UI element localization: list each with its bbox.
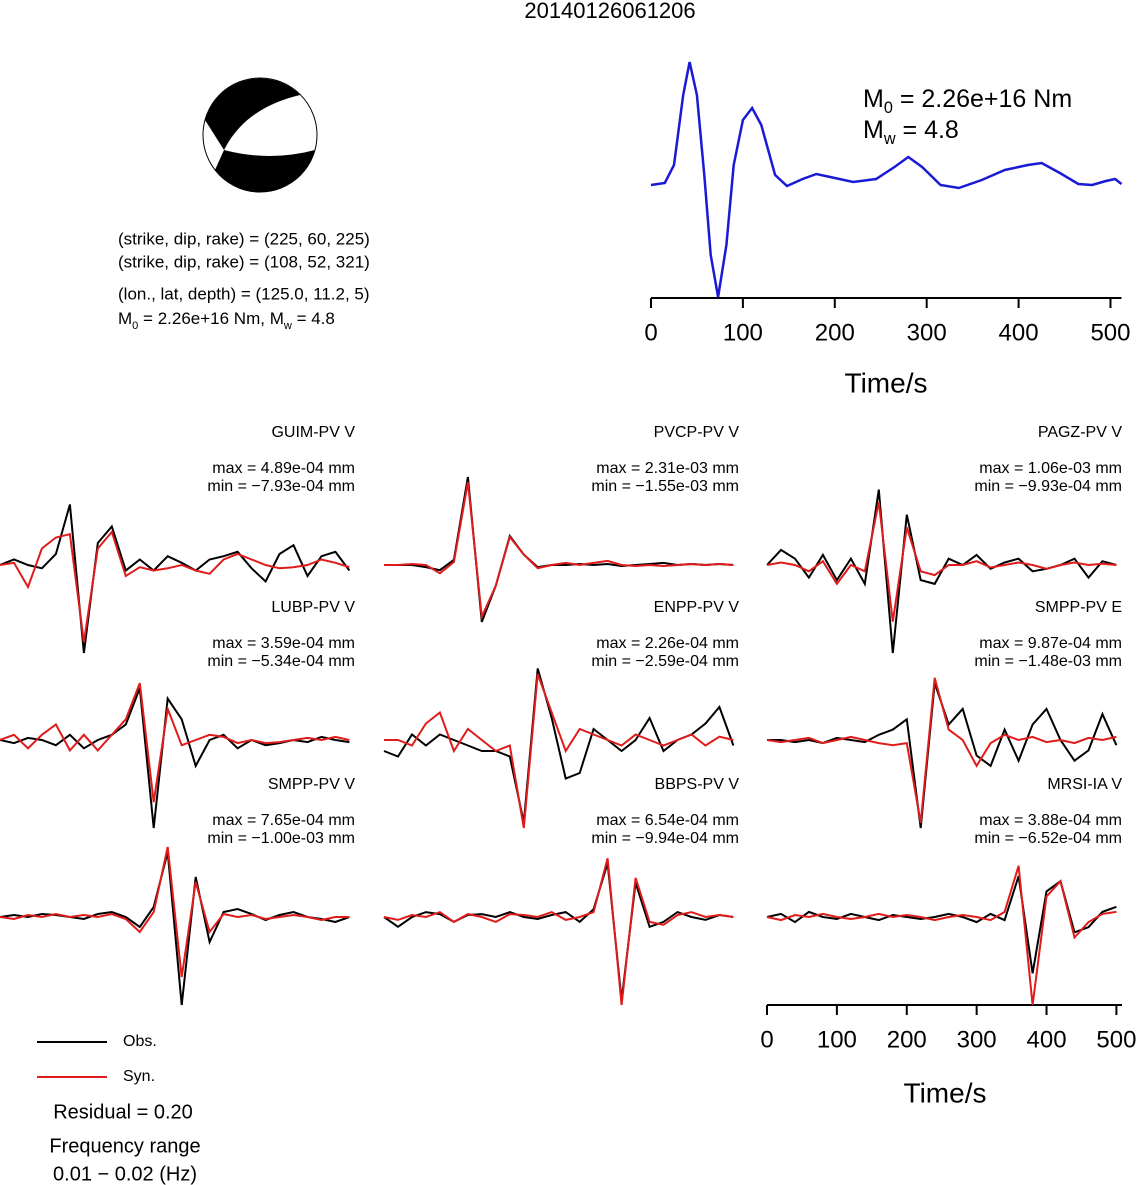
- max-amplitude: max = 7.65e-04 mm: [212, 812, 355, 829]
- x-tick-label: 100: [723, 319, 763, 346]
- x-tick-label: 400: [999, 319, 1039, 346]
- max-amplitude: max = 4.89e-04 mm: [212, 460, 355, 477]
- subscript: 0: [132, 320, 138, 332]
- observed-waveform: [383, 862, 734, 1001]
- x-tick-label: 200: [887, 1026, 927, 1053]
- location-line: (lon., lat, depth) = (125.0, 11.2, 5): [118, 284, 370, 303]
- station-name: GUIM-PV V: [271, 424, 355, 441]
- synthetic-waveform: [766, 677, 1117, 823]
- subscript: w: [283, 320, 292, 332]
- text-part: M: [863, 116, 884, 144]
- min-amplitude: min = −7.93e-04 mm: [207, 478, 355, 495]
- station-name: SMPP-PV V: [268, 776, 355, 793]
- source-time-function: [650, 61, 1123, 298]
- min-amplitude: min = −1.48e-03 mm: [974, 653, 1122, 670]
- station-name: ENPP-PV V: [654, 599, 740, 616]
- station-name: MRSI-IA V: [1047, 776, 1122, 793]
- observed-waveform: [766, 489, 1117, 654]
- synthetic-waveform: [766, 501, 1117, 622]
- subscript: w: [883, 130, 896, 148]
- station-name: LUBP-PV V: [271, 599, 355, 616]
- observed-waveform: [0, 851, 350, 1006]
- station-name: PAGZ-PV V: [1038, 424, 1122, 441]
- min-amplitude: min = −9.94e-04 mm: [591, 830, 739, 847]
- observed-waveform: [0, 504, 351, 654]
- legend-label: Syn.: [123, 1068, 155, 1085]
- frequency-range: 0.01 − 0.02 (Hz): [53, 1163, 197, 1185]
- x-tick-label: 500: [1090, 319, 1130, 346]
- synthetic-waveform: [766, 865, 1117, 1006]
- min-amplitude: min = −2.59e-04 mm: [591, 653, 739, 670]
- x-axis-label: Time/s: [904, 1077, 987, 1108]
- station-name: BBPS-PV V: [655, 776, 740, 793]
- max-amplitude: max = 9.87e-04 mm: [979, 635, 1122, 652]
- subscript: 0: [884, 99, 893, 117]
- min-amplitude: min = −1.55e-03 mm: [591, 478, 739, 495]
- compression-quadrant: [215, 150, 315, 193]
- text-part: = 4.8: [896, 116, 959, 144]
- x-tick-label: 100: [817, 1026, 857, 1053]
- synthetic-waveform: [384, 673, 734, 829]
- x-tick-label: 400: [1027, 1026, 1067, 1053]
- x-tick-label: 300: [907, 319, 947, 346]
- synthetic-waveform: [0, 846, 350, 978]
- max-amplitude: max = 2.31e-03 mm: [596, 460, 739, 477]
- moment-annotation: Mw = 4.8: [863, 116, 959, 149]
- legend-label: Obs.: [123, 1033, 157, 1050]
- synthetic-waveform: [0, 529, 350, 643]
- min-amplitude: min = −1.00e-03 mm: [207, 830, 355, 847]
- observed-waveform: [766, 875, 1117, 974]
- min-amplitude: min = −9.93e-04 mm: [974, 478, 1122, 495]
- text-part: = 2.26e+16 Nm: [893, 85, 1072, 113]
- mechanism-line: (strike, dip, rake) = (225, 60, 225): [118, 229, 370, 248]
- synthetic-waveform: [384, 482, 734, 621]
- station-name: SMPP-PV E: [1035, 599, 1122, 616]
- text-part: = 4.8: [292, 309, 335, 328]
- mechanism-line: (strike, dip, rake) = (108, 52, 321): [118, 252, 370, 271]
- min-amplitude: min = −5.34e-04 mm: [207, 653, 355, 670]
- min-amplitude: min = −6.52e-04 mm: [974, 830, 1122, 847]
- observed-waveform: [0, 687, 350, 829]
- x-axis-label: Time/s: [845, 367, 928, 398]
- text-part: = 2.26e+16 Nm, M: [138, 309, 284, 328]
- synthetic-waveform: [0, 682, 350, 803]
- observed-waveform: [383, 668, 735, 823]
- max-amplitude: max = 1.06e-03 mm: [979, 460, 1122, 477]
- figure-title: 20140126061206: [524, 0, 695, 23]
- station-name: PVCP-PV V: [654, 424, 740, 441]
- x-tick-label: 200: [815, 319, 855, 346]
- max-amplitude: max = 2.26e-04 mm: [596, 635, 739, 652]
- moment-annotation: M0 = 2.26e+16 Nm: [863, 85, 1072, 118]
- compression-quadrant: [205, 78, 300, 150]
- text-part: M: [118, 309, 132, 328]
- frequency-label: Frequency range: [49, 1135, 200, 1157]
- moment-line: M0 = 2.26e+16 Nm, Mw = 4.8: [118, 309, 335, 331]
- max-amplitude: max = 6.54e-04 mm: [596, 812, 739, 829]
- x-tick-label: 0: [760, 1026, 773, 1053]
- x-tick-label: 300: [957, 1026, 997, 1053]
- x-tick-label: 500: [1096, 1026, 1136, 1053]
- max-amplitude: max = 3.88e-04 mm: [979, 812, 1122, 829]
- x-tick-label: 0: [644, 319, 657, 346]
- beach-ball: [202, 77, 318, 193]
- max-amplitude: max = 3.59e-04 mm: [212, 635, 355, 652]
- residual: Residual = 0.20: [53, 1101, 193, 1123]
- text-part: M: [863, 85, 884, 113]
- synthetic-waveform: [383, 858, 734, 1006]
